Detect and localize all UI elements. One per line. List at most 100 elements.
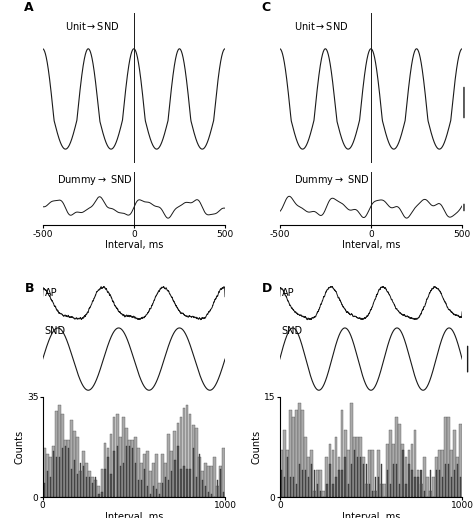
Bar — [153, 486, 154, 497]
Bar — [356, 437, 359, 497]
Bar — [168, 480, 169, 497]
Bar — [146, 451, 149, 497]
Bar — [174, 460, 175, 497]
Bar — [122, 417, 125, 497]
Bar — [67, 440, 70, 497]
Bar — [326, 457, 328, 497]
Bar — [61, 414, 64, 497]
Bar — [423, 457, 426, 497]
Bar — [399, 484, 401, 497]
Bar — [219, 466, 222, 497]
Bar — [281, 470, 282, 497]
Bar — [180, 469, 182, 497]
Bar — [159, 494, 160, 497]
Bar — [46, 454, 49, 497]
Bar — [190, 469, 191, 497]
Bar — [439, 470, 440, 497]
Bar — [368, 450, 371, 497]
Bar — [319, 470, 322, 497]
Bar — [326, 484, 328, 497]
Bar — [417, 470, 419, 497]
Bar — [295, 410, 298, 497]
Bar — [186, 406, 189, 497]
Bar — [50, 477, 51, 497]
Bar — [189, 414, 191, 497]
Bar — [347, 450, 349, 497]
Bar — [201, 471, 204, 497]
Text: A: A — [25, 1, 34, 14]
Bar — [301, 410, 304, 497]
Bar — [94, 480, 97, 497]
Bar — [365, 484, 368, 497]
Bar — [119, 437, 121, 497]
Bar — [438, 450, 441, 497]
Bar — [429, 470, 431, 497]
Bar — [186, 469, 188, 497]
Bar — [150, 494, 151, 497]
Bar — [156, 488, 157, 497]
Bar — [222, 449, 225, 497]
Text: Dummy$\rightarrow$ SND: Dummy$\rightarrow$ SND — [57, 172, 133, 186]
Bar — [167, 434, 170, 497]
Bar — [359, 437, 362, 497]
Bar — [58, 406, 61, 497]
Bar — [299, 464, 300, 497]
Text: Unit$\rightarrow$SND: Unit$\rightarrow$SND — [294, 21, 348, 33]
Bar — [350, 404, 353, 497]
Bar — [180, 417, 182, 497]
Bar — [88, 471, 91, 497]
Bar — [429, 491, 432, 497]
Bar — [107, 449, 109, 497]
Bar — [375, 477, 376, 497]
Bar — [86, 477, 87, 497]
Bar — [286, 450, 289, 497]
Bar — [149, 471, 152, 497]
Bar — [377, 450, 380, 497]
Bar — [408, 464, 410, 497]
Bar — [79, 471, 82, 497]
Bar — [457, 464, 458, 497]
Bar — [208, 492, 209, 497]
Bar — [307, 457, 310, 497]
Bar — [195, 428, 198, 497]
Bar — [311, 464, 312, 497]
Bar — [80, 463, 81, 497]
Bar — [298, 404, 301, 497]
Bar — [444, 417, 447, 497]
Y-axis label: Counts: Counts — [14, 430, 24, 464]
Bar — [328, 444, 331, 497]
Bar — [390, 484, 392, 497]
Bar — [95, 477, 97, 497]
Bar — [76, 437, 79, 497]
Bar — [362, 457, 365, 497]
Bar — [74, 460, 75, 497]
Bar — [345, 457, 346, 497]
Bar — [389, 430, 392, 497]
Bar — [302, 470, 303, 497]
Bar — [113, 451, 115, 497]
Text: SND: SND — [45, 326, 65, 336]
Bar — [448, 464, 449, 497]
Bar — [414, 477, 416, 497]
Bar — [450, 450, 453, 497]
Bar — [135, 463, 136, 497]
Bar — [147, 486, 148, 497]
Bar — [213, 457, 216, 497]
Bar — [210, 466, 213, 497]
Bar — [173, 431, 176, 497]
Bar — [183, 466, 185, 497]
Bar — [335, 437, 337, 497]
Bar — [419, 484, 422, 497]
Bar — [138, 480, 139, 497]
Text: Unit$\rightarrow$SND: Unit$\rightarrow$SND — [64, 21, 118, 33]
Bar — [341, 470, 343, 497]
Bar — [399, 424, 401, 497]
Bar — [456, 457, 459, 497]
Bar — [117, 445, 118, 497]
Bar — [98, 486, 100, 497]
Bar — [451, 477, 452, 497]
Bar — [304, 437, 307, 497]
Bar — [104, 469, 106, 497]
Bar — [296, 484, 297, 497]
Bar — [220, 469, 221, 497]
